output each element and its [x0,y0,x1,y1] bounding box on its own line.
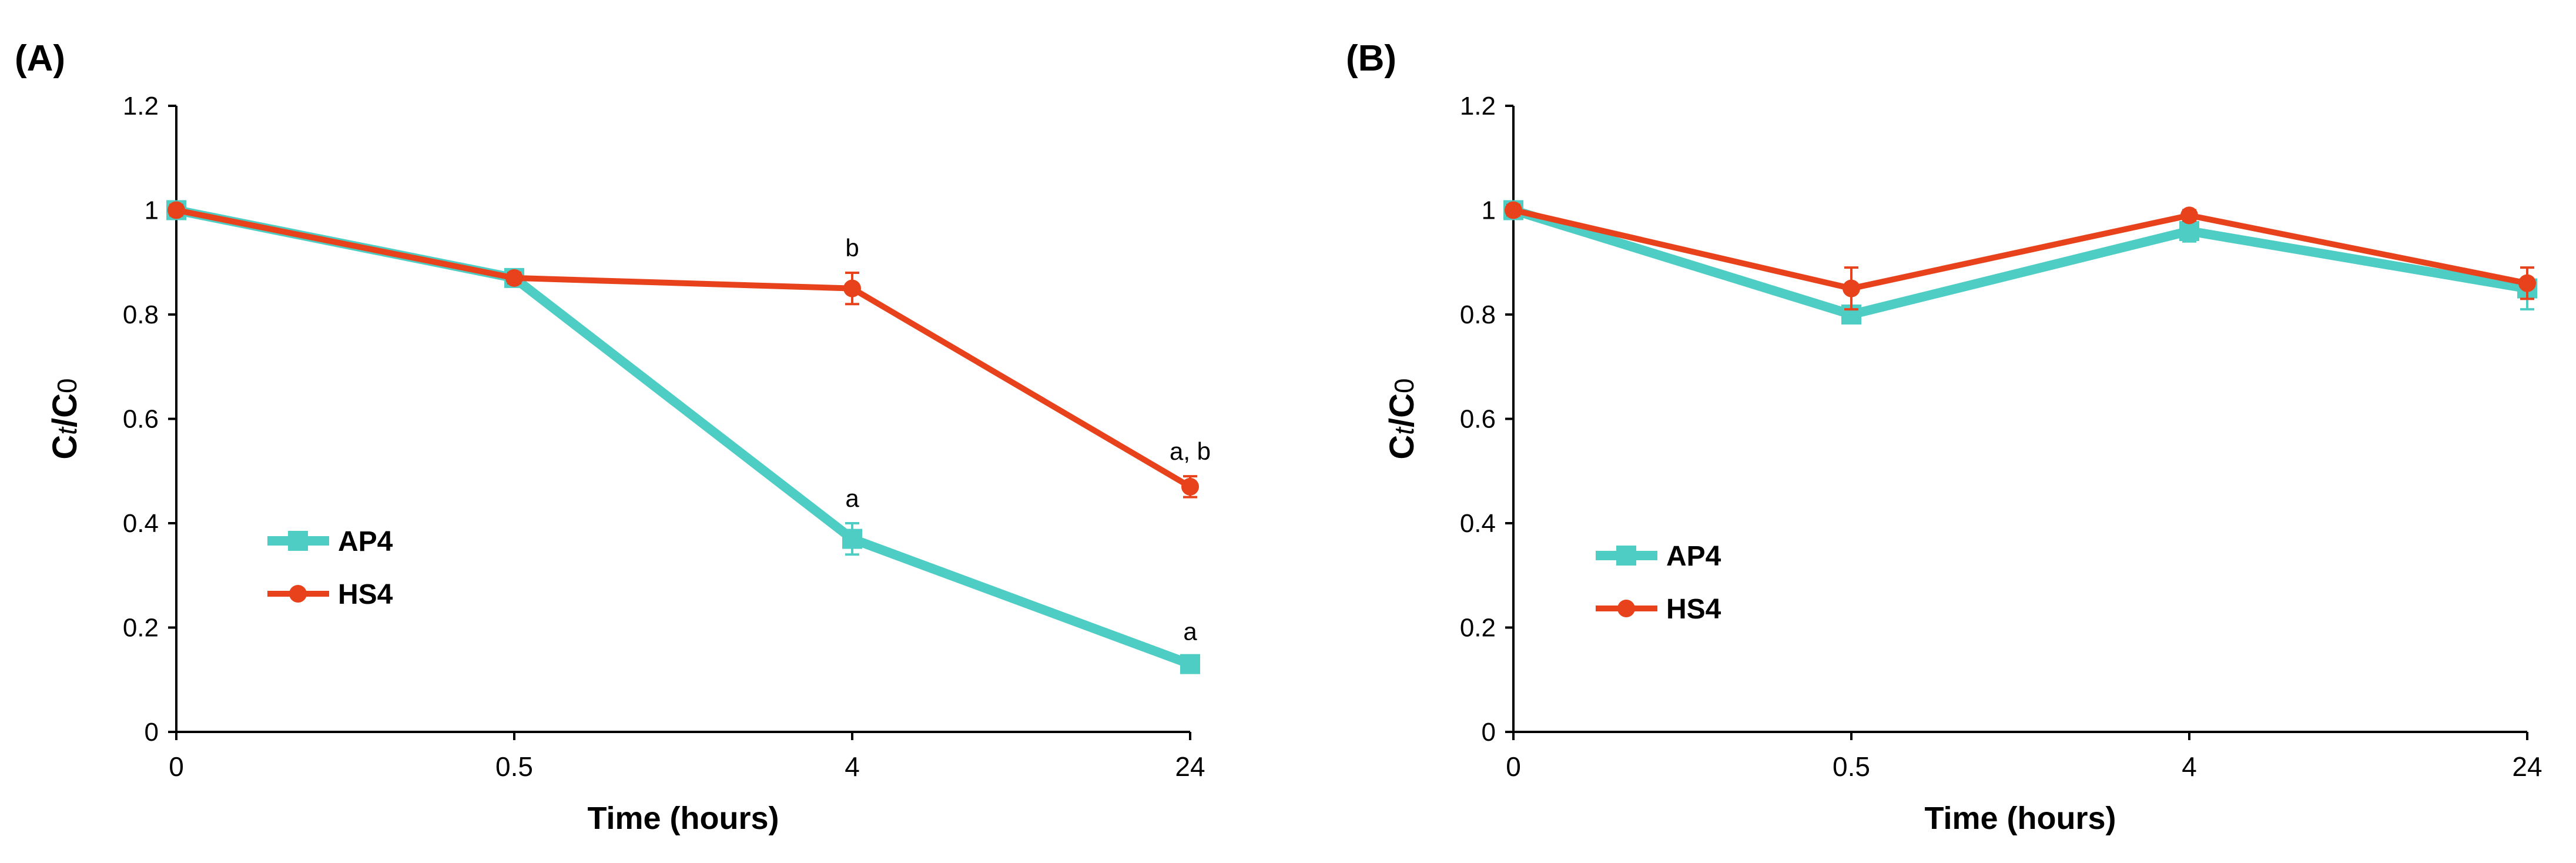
chart-panel-a: (A) 0 0.2 0.4 0.6 0.8 1 1.2 0 0.5 4 24 Time (hours) C… [15,38,1211,836]
y-axis-label-mid: /C [1383,393,1421,427]
y-tick-label: 0.8 [123,300,159,329]
legend-item-ap4: AP4 [267,526,393,557]
series-line-hs4 [1512,207,2528,292]
y-axis-label-main: C [1383,435,1421,460]
data-point [2179,221,2199,241]
x-tick-label: 0.5 [495,751,533,782]
data-point [842,528,862,549]
data-point [1505,201,1522,219]
series-line-ap4 [1512,205,2528,319]
data-point [1843,279,1860,297]
legend-marker [288,531,308,551]
data-point [505,269,523,287]
panel-label: (B) [1346,38,1396,79]
y-axis-label-main: C [46,435,84,460]
y-tick-label: 1.2 [1460,92,1496,121]
x-tick-label: 0 [169,751,184,782]
y-tick-label: 1.2 [123,92,159,121]
data-point [1181,477,1199,496]
legend-label: HS4 [1666,594,1721,625]
y-axis-label: Ct/C0 [46,378,84,459]
y-axis-label-sub2: 0 [1389,378,1419,393]
legend-label: HS4 [338,579,393,610]
data-point [168,201,185,219]
y-tick-label: 1 [1482,196,1496,225]
annotation-label: a [845,484,859,512]
x-tick-label: 0.5 [1833,751,1870,782]
legend-marker [1617,600,1635,617]
y-axis-label-sub1: t [52,426,82,435]
series-line-hs4 [176,207,1192,490]
y-tick-label: 1 [145,196,159,225]
y-tick-label: 0.2 [1460,614,1496,643]
y-axis-label-mid: /C [46,393,84,427]
legend-item-hs4: HS4 [267,579,393,610]
series-ap4 [166,200,1200,674]
y-tick-label: 0.4 [123,509,159,538]
panel-label: (A) [15,38,65,79]
x-axis-label: Time (hours) [587,801,779,836]
y-axis-label: Ct/C0 [1383,378,1421,459]
chart-panel-b: (B) 0 0.2 0.4 0.6 0.8 1 1.2 0 0.5 4 24 Time (hours) C… [1346,38,2542,836]
data-point [2180,206,2198,225]
y-axis-label-sub2: 0 [52,378,82,393]
y-tick-label: 0 [1482,718,1496,747]
data-point [2518,274,2536,292]
y-tick-label: 0.2 [123,614,159,643]
x-tick-label: 24 [2512,751,2542,782]
y-axis-label-sub1: t [1389,426,1419,435]
series-hs4 [1505,201,2536,311]
y-tick-label: 0.8 [1460,300,1496,329]
legend-marker [289,585,307,603]
x-tick-label: 0 [1506,751,1521,782]
y-tick-label: 0.6 [1460,405,1496,434]
legend-item-ap4: AP4 [1596,541,1721,572]
legend-marker [1616,546,1636,566]
x-tick-label: 4 [845,751,860,782]
annotation-label: a [1183,617,1197,645]
series-ap4 [1503,200,2537,325]
data-point [843,279,861,297]
annotation-label: b [845,234,859,262]
x-tick-label: 4 [2182,751,2197,782]
series-hs4 [168,201,1199,499]
y-tick-label: 0.6 [123,405,159,434]
x-tick-label: 24 [1175,751,1205,782]
legend-label: AP4 [338,526,393,557]
y-tick-label: 0 [145,718,159,747]
y-tick-label: 0.4 [1460,509,1496,538]
annotation-label: a, b [1170,437,1211,465]
legend-label: AP4 [1666,541,1721,572]
data-point [1180,654,1200,674]
legend-item-hs4: HS4 [1596,594,1721,625]
x-axis-label: Time (hours) [1924,801,2116,836]
